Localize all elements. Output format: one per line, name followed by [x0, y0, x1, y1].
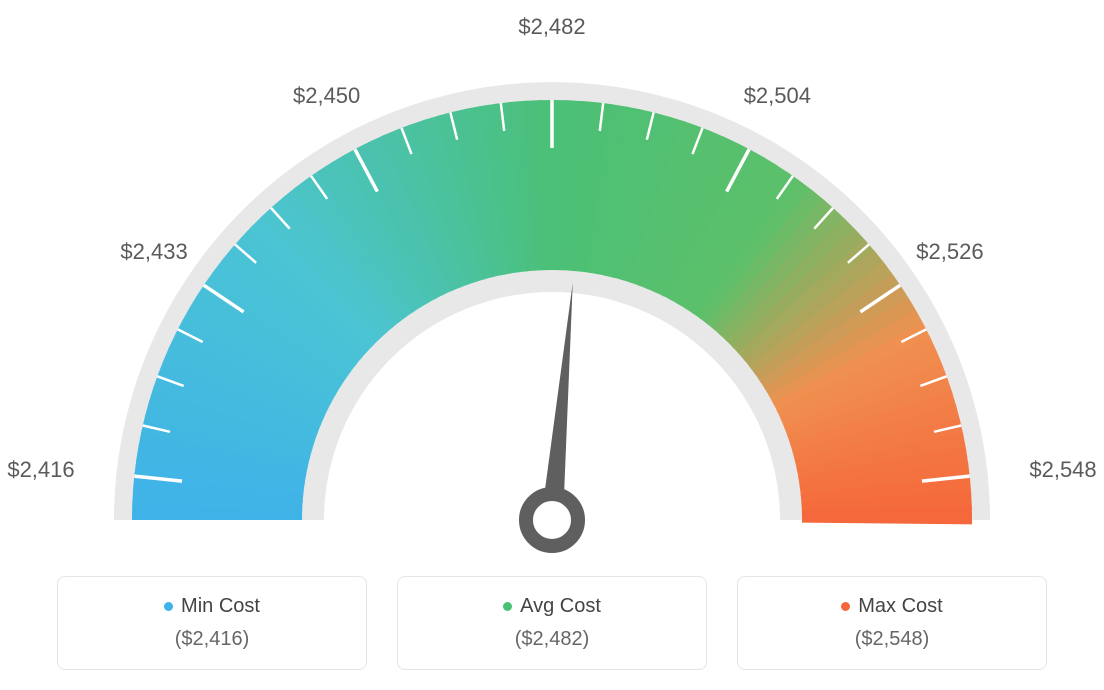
legend-card-max: Max Cost ($2,548): [737, 576, 1047, 670]
legend-title-text-max: Max Cost: [858, 595, 942, 618]
legend-value-max: ($2,548): [758, 628, 1026, 651]
gauge-chart: $2,416 $2,433 $2,450 $2,482 $2,504 $2,526 $2,5…: [0, 0, 1104, 560]
legend-dot-min: [164, 602, 173, 611]
legend-dot-max: [841, 602, 850, 611]
legend-title-text-avg: Avg Cost: [520, 595, 601, 618]
gauge-svg: [42, 20, 1062, 580]
legend-row: Min Cost ($2,416) Avg Cost ($2,482) Max …: [0, 576, 1104, 670]
legend-dot-avg: [503, 602, 512, 611]
legend-title-min: Min Cost: [78, 595, 346, 618]
gauge-tick-label: $2,450: [293, 83, 360, 109]
legend-value-min: ($2,416): [78, 628, 346, 651]
legend-title-text-min: Min Cost: [181, 595, 260, 618]
legend-title-max: Max Cost: [758, 595, 1026, 618]
gauge-tick-label: $2,504: [744, 83, 811, 109]
gauge-tick-label: $2,433: [120, 239, 187, 265]
legend-value-avg: ($2,482): [418, 628, 686, 651]
gauge-tick-label: $2,482: [518, 14, 585, 40]
legend-card-avg: Avg Cost ($2,482): [397, 576, 707, 670]
legend-card-min: Min Cost ($2,416): [57, 576, 367, 670]
gauge-tick-label: $2,416: [7, 457, 74, 483]
gauge-tick-label: $2,548: [1029, 457, 1096, 483]
legend-title-avg: Avg Cost: [418, 595, 686, 618]
gauge-tick-label: $2,526: [916, 239, 983, 265]
